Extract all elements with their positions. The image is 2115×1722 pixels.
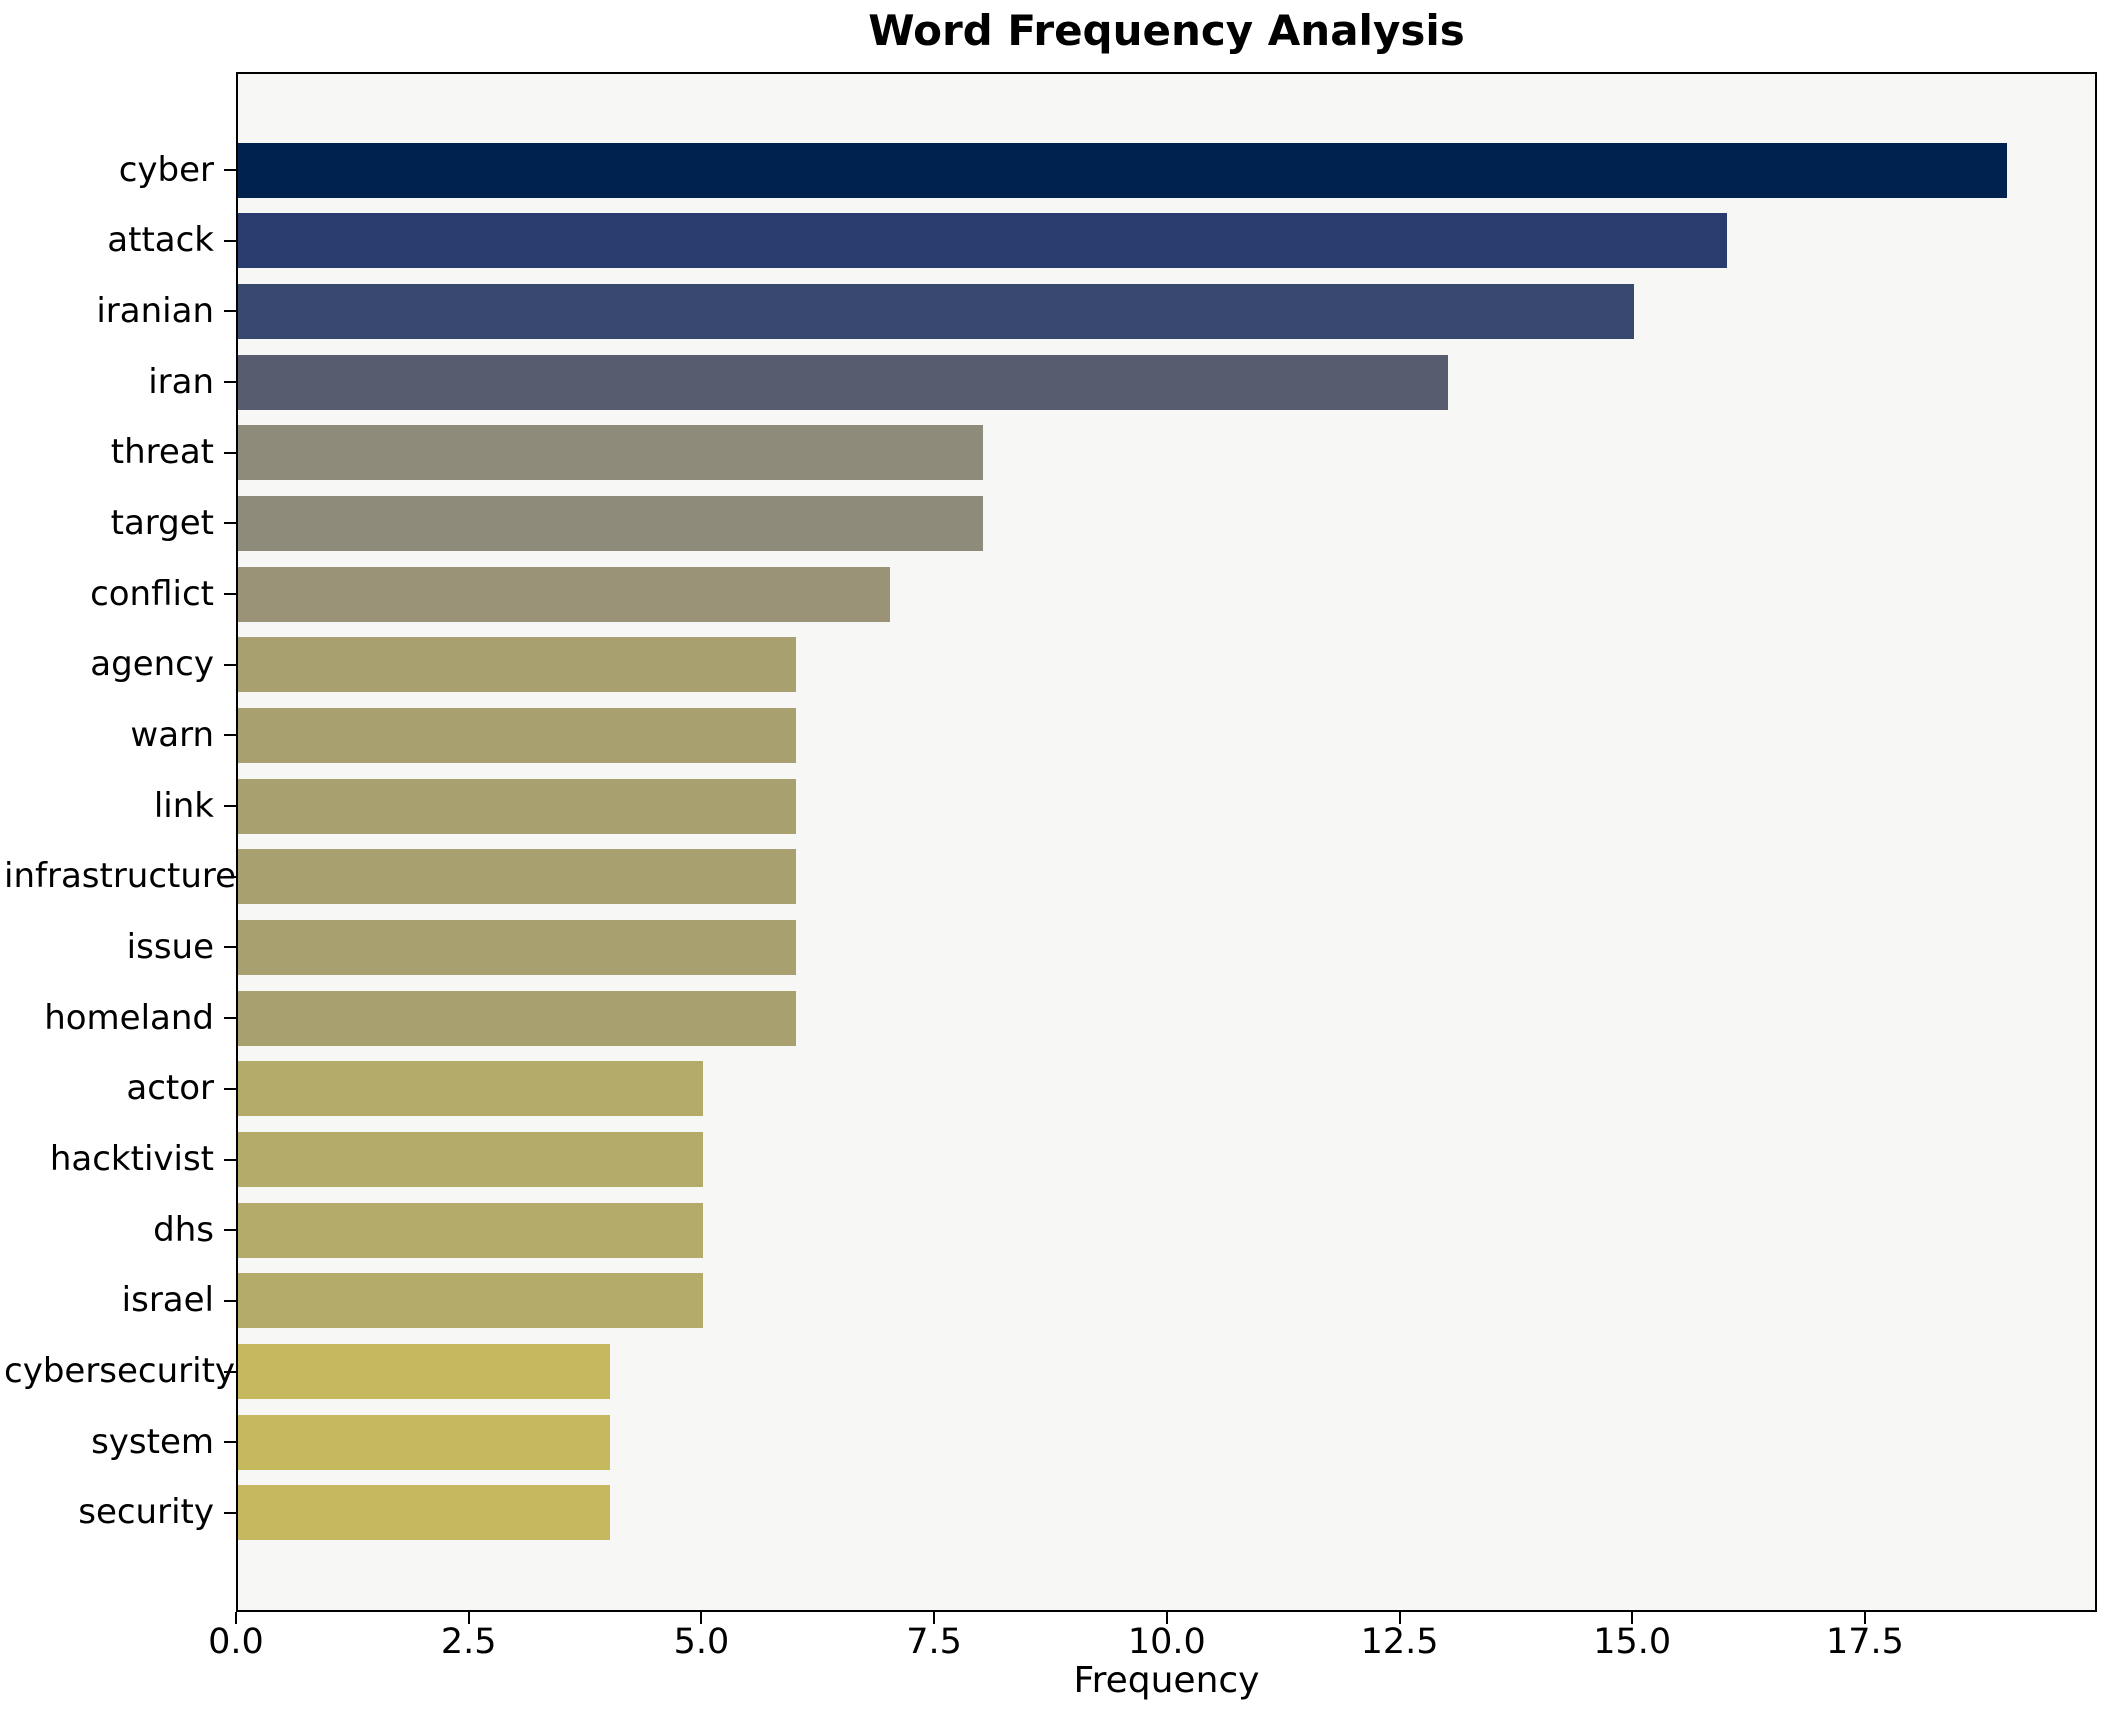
chart-title: Word Frequency Analysis <box>868 6 1465 55</box>
x-tick-label-15.0: 15.0 <box>1593 1622 1672 1662</box>
y-tick <box>224 451 236 454</box>
bar-conflict <box>238 566 890 622</box>
y-tick <box>224 239 236 242</box>
bar-iranian <box>238 283 1634 339</box>
y-tick <box>224 1229 236 1232</box>
y-tick-label-cyber: cyber <box>118 149 214 190</box>
bar-target <box>238 495 983 551</box>
y-tick-label-homeland: homeland <box>44 997 214 1038</box>
y-tick-label-system: system <box>91 1421 214 1462</box>
bar-system <box>238 1414 610 1470</box>
bar-iran <box>238 354 1448 410</box>
y-tick <box>224 169 236 171</box>
y-tick-label-conflict: conflict <box>90 573 214 614</box>
y-tick <box>224 805 236 808</box>
x-tick <box>235 1612 237 1624</box>
y-tick <box>224 734 236 737</box>
x-tick-label-0.0: 0.0 <box>208 1622 264 1662</box>
y-tick <box>224 593 236 596</box>
y-tick <box>224 381 236 384</box>
x-tick <box>1631 1612 1634 1624</box>
y-tick-label-dhs: dhs <box>153 1209 214 1250</box>
x-tick-label-2.5: 2.5 <box>440 1622 497 1662</box>
x-tick-label-12.5: 12.5 <box>1360 1622 1439 1662</box>
y-tick-label-issue: issue <box>126 926 214 967</box>
x-tick-label-17.5: 17.5 <box>1825 1622 1904 1662</box>
y-tick-label-target: target <box>110 502 214 543</box>
y-tick-label-israel: israel <box>121 1280 214 1321</box>
y-tick <box>224 310 236 313</box>
bar-hacktivist <box>238 1132 703 1188</box>
plot-area <box>236 72 2097 1612</box>
bar-agency <box>238 637 796 693</box>
y-tick-label-threat: threat <box>110 432 214 473</box>
x-tick <box>467 1612 470 1624</box>
bar-homeland <box>238 990 796 1046</box>
x-tick <box>1398 1612 1401 1624</box>
y-tick-label-cybersecurity: cybersecurity <box>4 1351 236 1392</box>
x-tick <box>1863 1612 1866 1624</box>
y-tick-label-warn: warn <box>130 714 214 755</box>
y-tick <box>224 1158 236 1161</box>
y-tick-label-hacktivist: hacktivist <box>49 1139 214 1180</box>
y-tick <box>224 1511 236 1514</box>
x-axis-label: Frequency <box>1073 1660 1260 1701</box>
y-tick-label-infrastructure: infrastructure <box>4 856 237 897</box>
y-tick-label-link: link <box>153 785 214 826</box>
bar-threat <box>238 425 983 481</box>
bar-security <box>238 1485 610 1541</box>
y-tick <box>224 1370 236 1373</box>
y-tick <box>224 1299 236 1302</box>
y-tick <box>224 522 236 525</box>
y-tick <box>224 1441 236 1444</box>
y-tick-label-actor: actor <box>126 1068 214 1109</box>
y-tick <box>224 875 236 878</box>
y-tick <box>224 1087 236 1090</box>
bar-attack <box>238 213 1727 269</box>
bar-issue <box>238 919 796 975</box>
x-tick <box>700 1612 703 1624</box>
x-tick-label-7.5: 7.5 <box>906 1622 962 1662</box>
bar-warn <box>238 707 796 763</box>
bar-cybersecurity <box>238 1344 610 1400</box>
y-tick-label-attack: attack <box>107 220 214 261</box>
bar-actor <box>238 1061 703 1117</box>
y-tick <box>224 1017 236 1020</box>
x-tick <box>1165 1612 1168 1624</box>
y-tick <box>224 946 236 949</box>
bar-israel <box>238 1273 703 1329</box>
y-tick-label-security: security <box>78 1492 214 1533</box>
y-tick-label-iranian: iranian <box>96 290 214 331</box>
bar-cyber <box>238 142 2007 198</box>
y-tick-label-agency: agency <box>90 644 214 685</box>
bar-infrastructure <box>238 849 796 905</box>
bar-dhs <box>238 1202 703 1258</box>
x-tick-label-10.0: 10.0 <box>1127 1622 1206 1662</box>
bar-link <box>238 778 796 834</box>
y-tick-label-iran: iran <box>148 361 214 402</box>
x-tick-label-5.0: 5.0 <box>673 1622 730 1662</box>
x-tick <box>933 1612 936 1624</box>
y-tick <box>224 663 236 666</box>
